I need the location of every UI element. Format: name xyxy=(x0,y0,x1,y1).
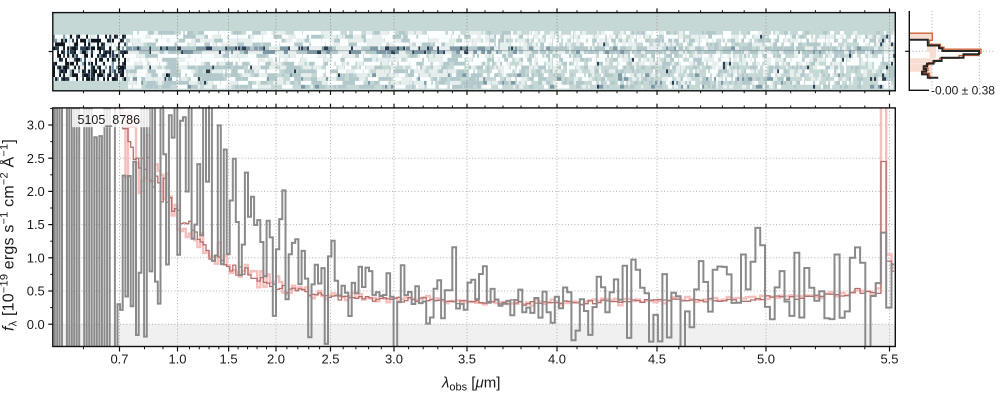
svg-text:0.0: 0.0 xyxy=(27,317,45,332)
svg-text:5.5: 5.5 xyxy=(880,352,898,367)
svg-text:λobs [μm]: λobs [μm] xyxy=(441,375,500,394)
svg-text:2.5: 2.5 xyxy=(27,151,45,166)
svg-text:1.5: 1.5 xyxy=(27,217,45,232)
svg-text:3.0: 3.0 xyxy=(27,118,45,133)
svg-text:1.0: 1.0 xyxy=(27,250,45,265)
svg-text:0.5: 0.5 xyxy=(27,284,45,299)
svg-text:4.5: 4.5 xyxy=(648,352,666,367)
svg-text:5.0: 5.0 xyxy=(757,352,775,367)
svg-text:1.0: 1.0 xyxy=(168,352,186,367)
svg-text:-0.00 ± 0.38: -0.00 ± 0.38 xyxy=(931,84,995,98)
svg-text:fλ [10−19 ergs s−1 cm−2 Å−1]: fλ [10−19 ergs s−1 cm−2 Å−1] xyxy=(0,139,20,331)
svg-text:2.0: 2.0 xyxy=(267,352,285,367)
svg-text:4.0: 4.0 xyxy=(548,352,566,367)
svg-text:1.5: 1.5 xyxy=(220,352,238,367)
svg-text:0.7: 0.7 xyxy=(110,352,128,367)
svg-text:3.0: 3.0 xyxy=(385,352,403,367)
svg-text:5105_8786: 5105_8786 xyxy=(78,113,141,127)
svg-text:2.5: 2.5 xyxy=(321,352,339,367)
svg-text:2.0: 2.0 xyxy=(27,184,45,199)
svg-text:3.5: 3.5 xyxy=(458,352,476,367)
